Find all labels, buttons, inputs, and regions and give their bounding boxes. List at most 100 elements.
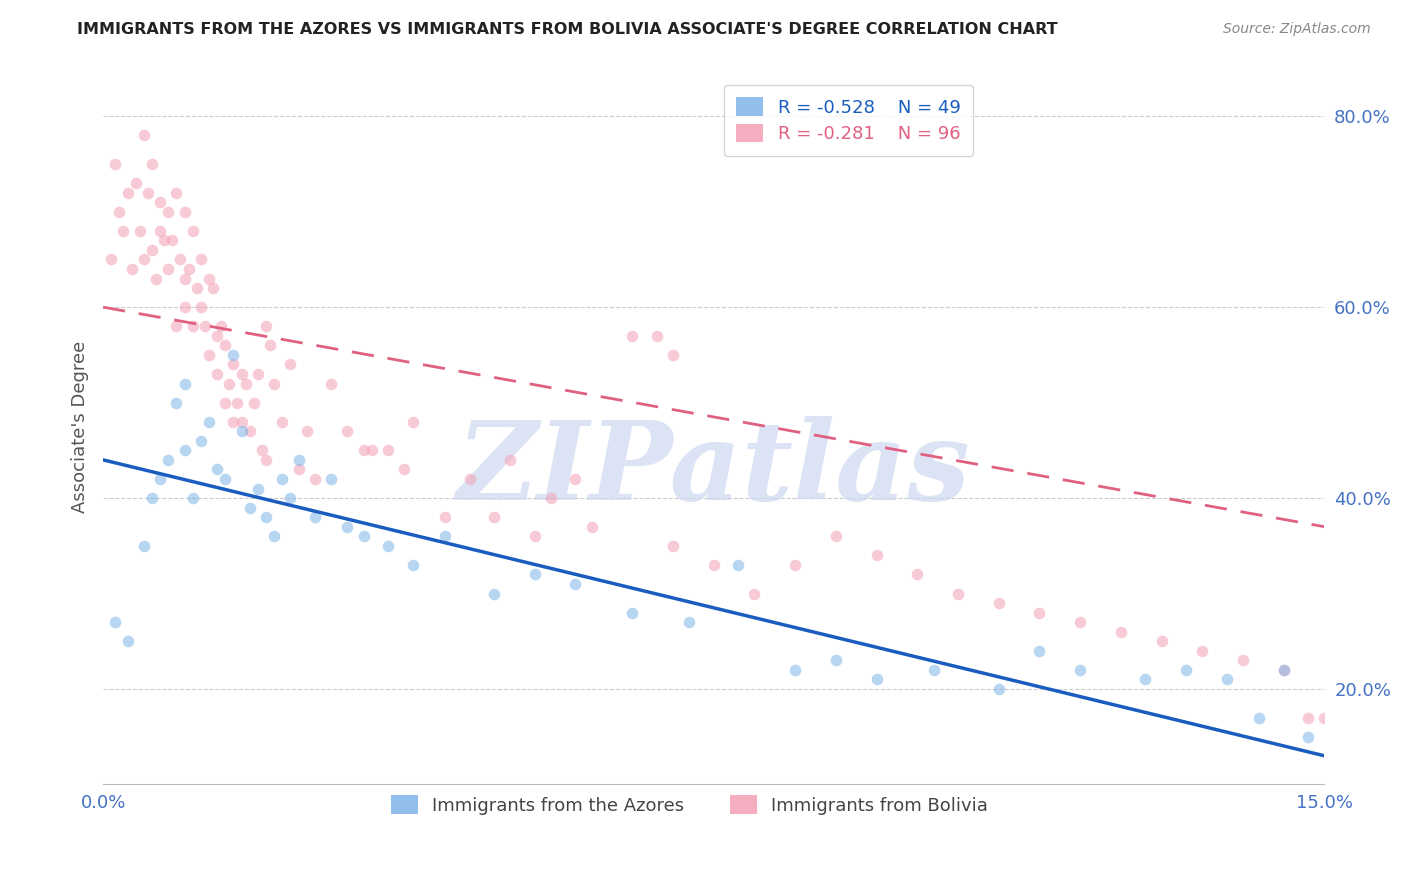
Point bbox=[263, 529, 285, 543]
Point bbox=[125, 176, 148, 190]
Point bbox=[1028, 644, 1050, 658]
Point bbox=[353, 529, 375, 543]
Point bbox=[162, 233, 184, 247]
Point bbox=[319, 376, 342, 391]
Point bbox=[727, 558, 749, 572]
Point bbox=[117, 634, 139, 648]
Point bbox=[157, 262, 180, 277]
Point bbox=[235, 376, 257, 391]
Point bbox=[1191, 644, 1213, 658]
Point bbox=[186, 281, 208, 295]
Point bbox=[564, 472, 586, 486]
Point bbox=[458, 472, 481, 486]
Point bbox=[621, 606, 644, 620]
Point bbox=[246, 367, 269, 381]
Point bbox=[259, 338, 281, 352]
Point bbox=[271, 415, 294, 429]
Point bbox=[181, 224, 204, 238]
Point bbox=[214, 395, 236, 409]
Point bbox=[662, 348, 685, 362]
Point bbox=[1069, 663, 1091, 677]
Point bbox=[190, 434, 212, 448]
Point bbox=[865, 673, 887, 687]
Legend: Immigrants from the Azores, Immigrants from Bolivia: Immigrants from the Azores, Immigrants f… bbox=[380, 784, 998, 825]
Point bbox=[482, 510, 505, 524]
Point bbox=[173, 300, 195, 314]
Point bbox=[523, 567, 546, 582]
Point bbox=[231, 424, 253, 438]
Point bbox=[190, 300, 212, 314]
Point bbox=[482, 586, 505, 600]
Point bbox=[304, 472, 326, 486]
Point bbox=[145, 271, 167, 285]
Point bbox=[295, 424, 318, 438]
Point bbox=[209, 319, 232, 334]
Point bbox=[1150, 634, 1173, 648]
Text: ZIPatlas: ZIPatlas bbox=[457, 416, 970, 524]
Point bbox=[319, 472, 342, 486]
Point bbox=[865, 549, 887, 563]
Point bbox=[540, 491, 562, 505]
Point bbox=[1232, 653, 1254, 667]
Point bbox=[280, 358, 302, 372]
Point bbox=[360, 443, 382, 458]
Point bbox=[377, 443, 399, 458]
Point bbox=[581, 519, 603, 533]
Point bbox=[287, 453, 309, 467]
Point bbox=[1109, 624, 1132, 639]
Point bbox=[336, 519, 359, 533]
Point bbox=[1175, 663, 1198, 677]
Point bbox=[263, 376, 285, 391]
Point bbox=[104, 157, 127, 171]
Text: IMMIGRANTS FROM THE AZORES VS IMMIGRANTS FROM BOLIVIA ASSOCIATE'S DEGREE CORRELA: IMMIGRANTS FROM THE AZORES VS IMMIGRANTS… bbox=[77, 22, 1057, 37]
Point bbox=[141, 243, 163, 257]
Point bbox=[117, 186, 139, 200]
Point bbox=[190, 252, 212, 267]
Point bbox=[250, 443, 273, 458]
Point bbox=[222, 348, 245, 362]
Point bbox=[165, 319, 187, 334]
Point bbox=[246, 482, 269, 496]
Point bbox=[254, 510, 277, 524]
Point bbox=[1135, 673, 1157, 687]
Point bbox=[987, 681, 1010, 696]
Point bbox=[141, 157, 163, 171]
Point bbox=[499, 453, 522, 467]
Point bbox=[173, 443, 195, 458]
Point bbox=[104, 615, 127, 629]
Point bbox=[678, 615, 700, 629]
Point bbox=[202, 281, 225, 295]
Point bbox=[523, 529, 546, 543]
Point bbox=[231, 367, 253, 381]
Point bbox=[100, 252, 122, 267]
Point bbox=[226, 395, 249, 409]
Point bbox=[271, 472, 294, 486]
Point bbox=[280, 491, 302, 505]
Text: Source: ZipAtlas.com: Source: ZipAtlas.com bbox=[1223, 22, 1371, 37]
Point bbox=[173, 271, 195, 285]
Point bbox=[1296, 710, 1319, 724]
Point bbox=[157, 453, 180, 467]
Point bbox=[254, 319, 277, 334]
Point bbox=[1028, 606, 1050, 620]
Point bbox=[153, 233, 176, 247]
Point bbox=[198, 271, 221, 285]
Point bbox=[157, 204, 180, 219]
Point bbox=[401, 558, 423, 572]
Point bbox=[149, 472, 172, 486]
Point bbox=[198, 415, 221, 429]
Point bbox=[287, 462, 309, 476]
Point bbox=[1069, 615, 1091, 629]
Point bbox=[377, 539, 399, 553]
Point bbox=[401, 415, 423, 429]
Point bbox=[181, 491, 204, 505]
Point bbox=[434, 529, 457, 543]
Point bbox=[231, 415, 253, 429]
Point bbox=[128, 224, 150, 238]
Point bbox=[165, 395, 187, 409]
Point bbox=[987, 596, 1010, 610]
Point bbox=[922, 663, 945, 677]
Point bbox=[434, 510, 457, 524]
Point bbox=[336, 424, 359, 438]
Point bbox=[121, 262, 143, 277]
